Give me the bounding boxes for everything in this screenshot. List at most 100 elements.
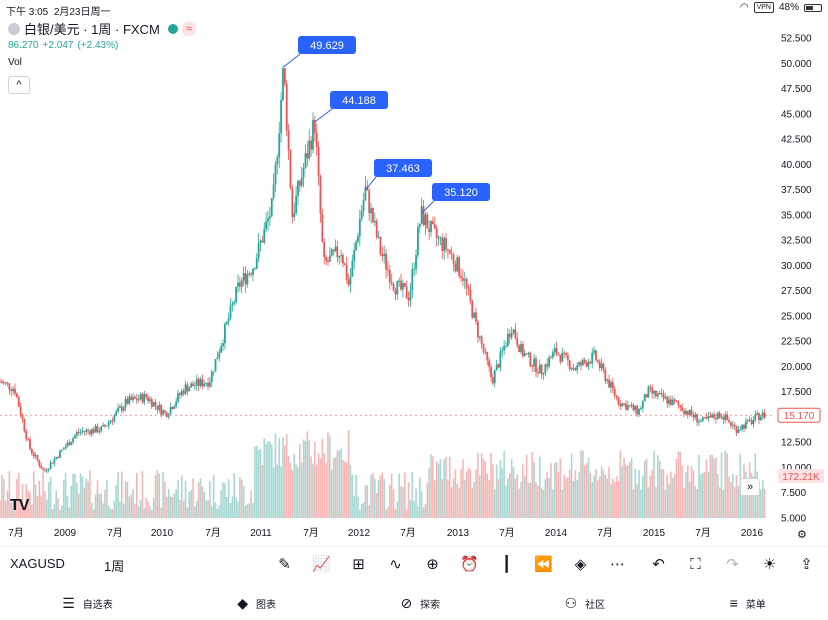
candle-body — [323, 241, 326, 258]
volume-bar — [495, 464, 498, 518]
candle-body — [111, 420, 114, 422]
indicator-icon[interactable]: ∿ — [389, 556, 402, 573]
candle-body — [338, 256, 341, 258]
candle-body — [565, 352, 567, 356]
redo-icon[interactable]: ↷ — [726, 556, 739, 573]
undo-icon[interactable]: ↶ — [652, 556, 665, 573]
volume-bar — [291, 469, 294, 518]
volume-bar — [218, 505, 221, 518]
volume-bar — [619, 450, 622, 518]
candle-body — [6, 382, 9, 384]
x-tick-label: 7月 — [8, 527, 24, 539]
volume-bar — [538, 456, 541, 518]
volume-bar — [336, 450, 339, 518]
candle-body — [465, 279, 468, 288]
lightbulb-icon[interactable]: ☀ — [762, 556, 777, 573]
candle-body — [593, 350, 595, 353]
candle-body — [373, 220, 376, 223]
grid-icon[interactable]: ⊞ — [352, 556, 365, 573]
volume-bar — [690, 466, 693, 518]
candle-body — [113, 415, 116, 422]
volume-bar — [317, 453, 320, 518]
candle-body — [49, 462, 52, 469]
volume-indicator-label[interactable]: Vol — [8, 57, 22, 68]
volume-bar — [445, 456, 447, 518]
tab-menu[interactable]: ≡ 菜单 — [730, 595, 766, 611]
candle-body — [242, 273, 245, 281]
interval-button[interactable]: 1周 — [104, 559, 125, 574]
candle-body — [415, 255, 417, 270]
price-chart[interactable]: 52.500 50.000 47.500 45.000 42.500 40.000 37.5… — [0, 0, 828, 546]
candle-body — [282, 68, 284, 100]
volume-bar — [582, 450, 584, 518]
tab-explore[interactable]: ⊘ 探索 — [400, 595, 440, 612]
tab-chart[interactable]: ◆ 图表 — [237, 595, 276, 612]
volume-bar — [374, 478, 376, 518]
candle-body — [278, 133, 281, 158]
candle-body — [240, 280, 243, 287]
scroll-to-realtime-button[interactable]: » — [740, 478, 760, 496]
candle-body — [306, 153, 309, 159]
price-summary: 86.270 +2.047 (+2.43%) — [8, 40, 118, 51]
volume-bar — [589, 473, 592, 518]
candle-body — [604, 369, 607, 382]
volume-bar — [8, 471, 11, 518]
candle-body — [227, 318, 230, 322]
candle-body — [179, 393, 181, 396]
volume-bar — [387, 507, 389, 518]
volume-bar — [407, 482, 410, 518]
volume-bar — [728, 476, 730, 518]
candle-body — [476, 321, 479, 338]
volume-bar — [666, 475, 668, 518]
candle-body — [81, 431, 84, 433]
candle-body — [493, 370, 496, 384]
layers-icon[interactable]: ◈ — [574, 556, 587, 573]
volume-bar — [240, 479, 243, 518]
volume-bar — [533, 462, 535, 518]
candle-body — [701, 417, 704, 421]
volume-bar — [439, 458, 442, 518]
candle-body — [505, 345, 507, 347]
fullscreen-icon[interactable]: ⛶ — [690, 555, 701, 573]
candle-body — [488, 360, 491, 367]
share-icon[interactable]: ⇪ — [800, 556, 813, 573]
collapse-indicators-button[interactable]: ^ — [8, 76, 30, 94]
candle-body — [688, 409, 691, 416]
more-icon[interactable]: ⋯ — [610, 556, 625, 573]
tab-watchlist[interactable]: ☰ 自选表 — [62, 595, 113, 612]
volume-bar — [724, 450, 727, 518]
pencil-icon[interactable]: ✎ — [278, 556, 291, 573]
annotation-callout — [330, 91, 388, 109]
y-tick-label: 37.500 — [781, 185, 812, 196]
volume-bar — [372, 473, 374, 518]
candles-icon[interactable]: ┃ — [501, 556, 512, 573]
volume-bar — [81, 476, 84, 518]
volume-bar — [715, 457, 717, 518]
candle-body — [293, 212, 296, 218]
candle-body — [162, 410, 164, 415]
plus-circle-icon[interactable]: ⊕ — [426, 556, 439, 573]
candle-body — [673, 399, 676, 402]
candle-body — [430, 221, 432, 233]
volume-bar — [21, 483, 24, 518]
volume-bar — [621, 465, 623, 518]
x-tick-label: 7月 — [597, 527, 613, 539]
volume-bar — [344, 461, 346, 518]
candle-body — [150, 399, 153, 407]
candle-body — [735, 426, 738, 433]
chart-type-icon[interactable]: 📈 — [312, 556, 331, 573]
alarm-icon[interactable]: ⏰ — [460, 556, 479, 573]
replay-icon[interactable]: ⏪ — [534, 556, 553, 573]
volume-bar — [418, 477, 421, 518]
tab-community[interactable]: ⚇ 社区 — [565, 595, 606, 612]
volume-bar — [518, 488, 520, 518]
candle-body — [94, 426, 97, 433]
volume-bar — [675, 459, 678, 518]
volume-bar — [550, 463, 552, 518]
candle-body — [739, 429, 742, 431]
symbol-header[interactable]: 白银/美元 · 1周 · FXCM ≈ — [8, 19, 196, 38]
symbol-search-button[interactable]: XAGUSD — [10, 556, 65, 571]
candle-body — [454, 263, 457, 272]
volume-bar — [242, 486, 245, 518]
candle-body — [287, 130, 290, 151]
